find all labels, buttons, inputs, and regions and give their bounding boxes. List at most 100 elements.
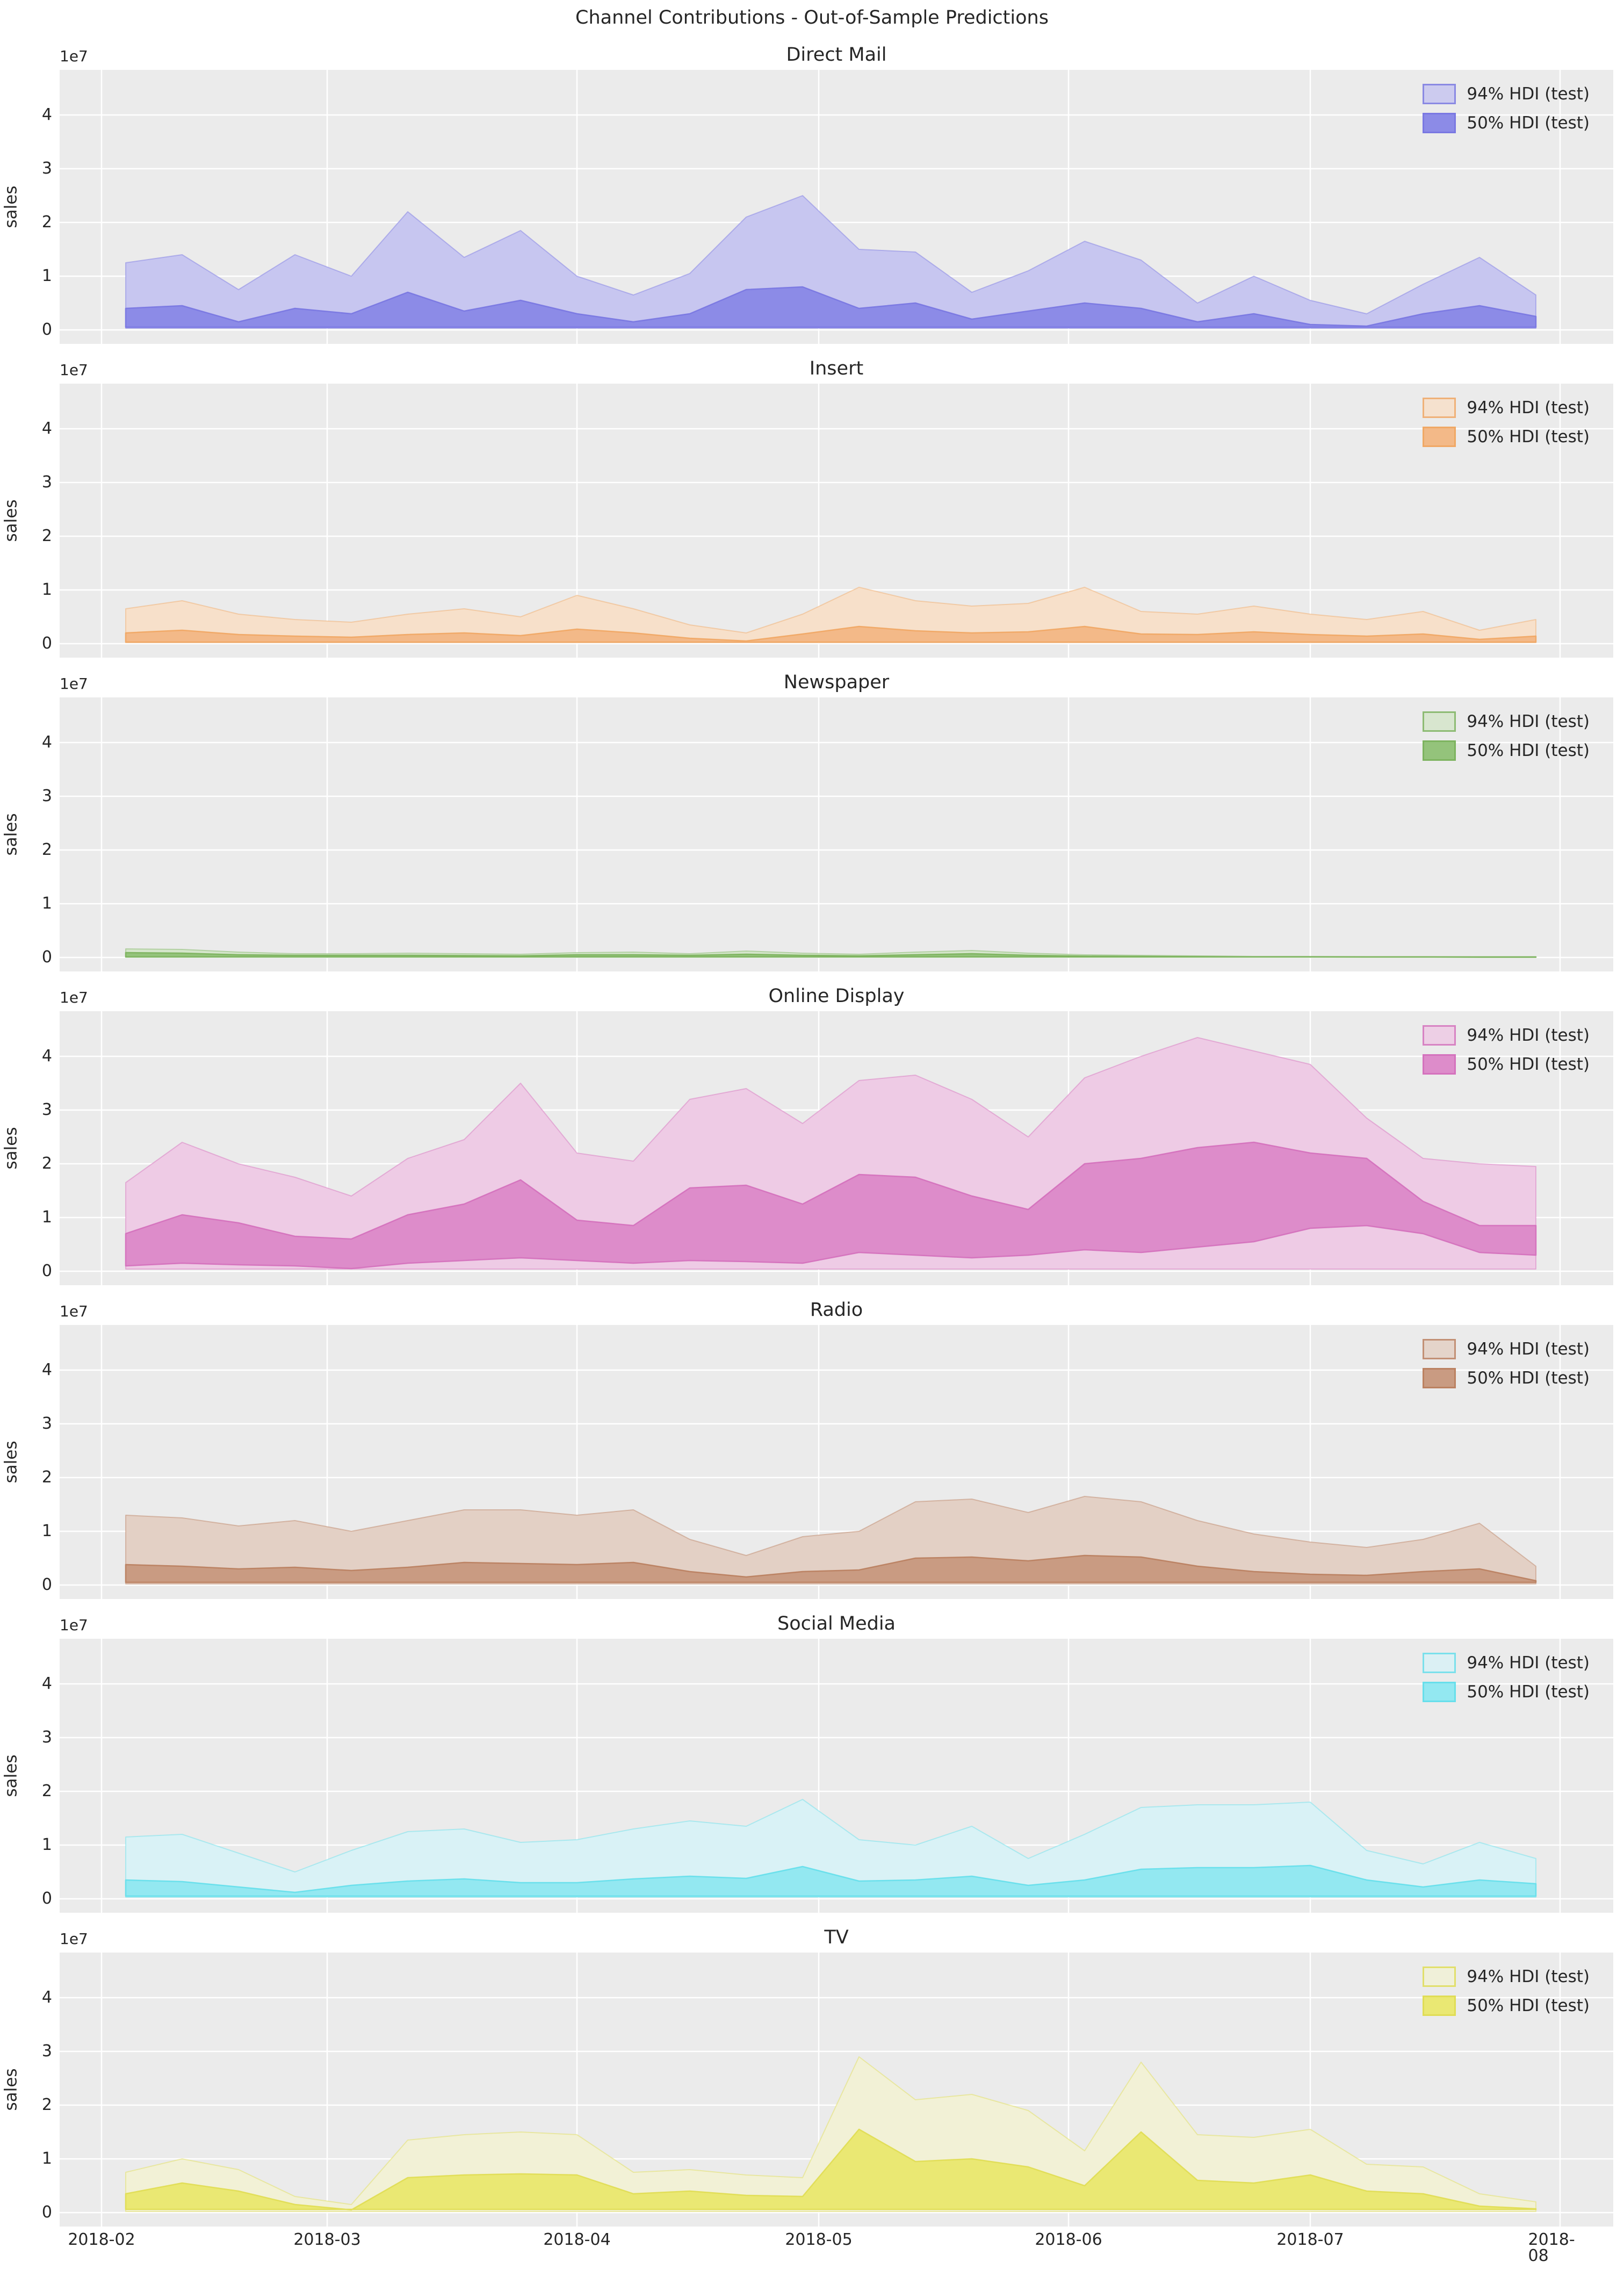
y-tick-label: 2 bbox=[41, 2095, 52, 2114]
y-tick-label: 3 bbox=[41, 2042, 52, 2061]
y-axis-label: sales bbox=[1, 499, 21, 542]
y-tick-label: 4 bbox=[41, 1047, 52, 1065]
y-axis-label: sales bbox=[1, 1440, 21, 1483]
y-tick-label: 0 bbox=[41, 1262, 52, 1280]
legend-label-94: 94% HDI (test) bbox=[1467, 1026, 1590, 1045]
y-tick-label: 1 bbox=[41, 894, 52, 913]
legend-label-50: 50% HDI (test) bbox=[1467, 741, 1590, 760]
y-tick-labels: 0 1 2 3 4 bbox=[21, 1639, 60, 1913]
y-axis-label: sales bbox=[1, 185, 21, 228]
legend-swatch-50-icon bbox=[1423, 1054, 1456, 1075]
subplot-direct-mail: Direct Mail sales 0 1 2 3 4 1e7 94% HDI (tes… bbox=[0, 30, 1624, 344]
legend-swatch-50-icon bbox=[1423, 1368, 1456, 1388]
plot-area-tv: 1e7 94% HDI (test) 50% HDI (test) bbox=[60, 1930, 1613, 2227]
y-axis-label-wrap: sales bbox=[0, 1953, 21, 2227]
x-tick-label: 2018-07 bbox=[1276, 2230, 1344, 2249]
legend-label-50: 50% HDI (test) bbox=[1467, 113, 1590, 133]
y-axis-label: sales bbox=[1, 1127, 21, 1170]
band-chart-newspaper bbox=[60, 697, 1613, 971]
y-tick-label: 0 bbox=[41, 1889, 52, 1908]
band-chart-insert bbox=[60, 384, 1613, 658]
y-axis-label: sales bbox=[1, 813, 21, 856]
subplot-social-media: Social Media sales 0 1 2 3 4 1e7 94% HDI (te… bbox=[0, 1599, 1624, 1913]
y-axis-label-wrap: sales bbox=[0, 70, 21, 344]
legend-item-94: 94% HDI (test) bbox=[1423, 1967, 1590, 1987]
y-axis-label-wrap: sales bbox=[0, 1011, 21, 1285]
figure-title: Channel Contributions - Out-of-Sample Pr… bbox=[575, 7, 1049, 28]
legend-item-94: 94% HDI (test) bbox=[1423, 84, 1590, 104]
x-tick-label: 2018-02 bbox=[68, 2230, 135, 2249]
y-tick-label: 0 bbox=[41, 948, 52, 967]
legend-item-94: 94% HDI (test) bbox=[1423, 1025, 1590, 1046]
legend-swatch-94-icon bbox=[1423, 1967, 1456, 1987]
legend-item-50: 50% HDI (test) bbox=[1423, 1054, 1590, 1075]
legend-item-50: 50% HDI (test) bbox=[1423, 1368, 1590, 1388]
y-axis-offset-label: 1e7 bbox=[60, 1930, 88, 1948]
y-axis-label-wrap: sales bbox=[0, 1639, 21, 1913]
legend-label-50: 50% HDI (test) bbox=[1467, 1996, 1590, 2015]
legend-item-50: 50% HDI (test) bbox=[1423, 113, 1590, 133]
y-axis-offset-label: 1e7 bbox=[60, 675, 88, 693]
legend: 94% HDI (test) 50% HDI (test) bbox=[1423, 84, 1590, 133]
y-tick-label: 2 bbox=[41, 840, 52, 859]
subplot-title-direct-mail: Direct Mail bbox=[786, 44, 887, 66]
legend-label-94: 94% HDI (test) bbox=[1467, 1967, 1590, 1986]
legend-swatch-94-icon bbox=[1423, 1653, 1456, 1673]
legend-item-94: 94% HDI (test) bbox=[1423, 398, 1590, 418]
legend-label-50: 50% HDI (test) bbox=[1467, 1055, 1590, 1074]
legend-swatch-50-icon bbox=[1423, 1682, 1456, 1702]
y-tick-labels: 0 1 2 3 4 bbox=[21, 1325, 60, 1599]
y-tick-label: 3 bbox=[41, 787, 52, 805]
y-axis-offset-label: 1e7 bbox=[60, 47, 88, 65]
legend-label-50: 50% HDI (test) bbox=[1467, 1368, 1590, 1388]
subplot-title-radio: Radio bbox=[810, 1299, 863, 1321]
y-tick-label: 3 bbox=[41, 1100, 52, 1119]
x-tick-label: 2018-08 bbox=[1528, 2230, 1575, 2265]
y-tick-labels: 0 1 2 3 4 bbox=[21, 1953, 60, 2227]
y-tick-label: 1 bbox=[41, 1835, 52, 1854]
legend-swatch-94-icon bbox=[1423, 711, 1456, 732]
y-tick-label: 3 bbox=[41, 473, 52, 492]
y-axis-label-wrap: sales bbox=[0, 384, 21, 658]
legend: 94% HDI (test) 50% HDI (test) bbox=[1423, 1967, 1590, 2016]
legend-item-50: 50% HDI (test) bbox=[1423, 740, 1590, 761]
legend-item-94: 94% HDI (test) bbox=[1423, 1339, 1590, 1359]
subplot-newspaper: Newspaper sales 0 1 2 3 4 1e7 94% HDI (test)… bbox=[0, 658, 1624, 971]
y-axis-offset-label: 1e7 bbox=[60, 361, 88, 379]
legend-swatch-94-icon bbox=[1423, 1025, 1456, 1046]
y-tick-label: 1 bbox=[41, 1208, 52, 1227]
y-tick-label: 2 bbox=[41, 1782, 52, 1800]
legend: 94% HDI (test) 50% HDI (test) bbox=[1423, 711, 1590, 761]
y-axis-label-wrap: sales bbox=[0, 1325, 21, 1599]
y-tick-label: 2 bbox=[41, 1154, 52, 1173]
y-tick-label: 2 bbox=[41, 213, 52, 232]
legend-swatch-50-icon bbox=[1423, 1996, 1456, 2016]
legend-label-50: 50% HDI (test) bbox=[1467, 427, 1590, 446]
y-tick-label: 0 bbox=[41, 2203, 52, 2222]
legend-item-94: 94% HDI (test) bbox=[1423, 711, 1590, 732]
subplot-title-tv: TV bbox=[824, 1927, 849, 1948]
y-tick-labels: 0 1 2 3 4 bbox=[21, 384, 60, 658]
legend-swatch-50-icon bbox=[1423, 113, 1456, 133]
y-axis-label: sales bbox=[1, 2068, 21, 2111]
legend: 94% HDI (test) 50% HDI (test) bbox=[1423, 398, 1590, 447]
legend-item-50: 50% HDI (test) bbox=[1423, 427, 1590, 447]
y-tick-label: 3 bbox=[41, 1414, 52, 1433]
x-tick-label: 2018-06 bbox=[1035, 2230, 1102, 2249]
y-tick-label: 1 bbox=[41, 1522, 52, 1540]
y-axis-label-wrap: sales bbox=[0, 697, 21, 971]
plot-area-social-media: 1e7 94% HDI (test) 50% HDI (test) bbox=[60, 1616, 1613, 1913]
y-tick-label: 4 bbox=[41, 733, 52, 752]
legend-label-50: 50% HDI (test) bbox=[1467, 1682, 1590, 1702]
y-tick-label: 3 bbox=[41, 159, 52, 178]
y-axis-offset-label: 1e7 bbox=[60, 989, 88, 1006]
y-axis-label: sales bbox=[1, 1754, 21, 1797]
x-tick-label: 2018-04 bbox=[543, 2230, 611, 2249]
subplot-title-insert: Insert bbox=[809, 358, 864, 379]
y-tick-labels: 0 1 2 3 4 bbox=[21, 697, 60, 971]
subplot-title-newspaper: Newspaper bbox=[783, 672, 890, 693]
subplot-insert: Insert sales 0 1 2 3 4 1e7 94% HDI (test) 50… bbox=[0, 344, 1624, 658]
plot-area-insert: 1e7 94% HDI (test) 50% HDI (test) bbox=[60, 361, 1613, 658]
band-chart-tv bbox=[60, 1953, 1613, 2227]
